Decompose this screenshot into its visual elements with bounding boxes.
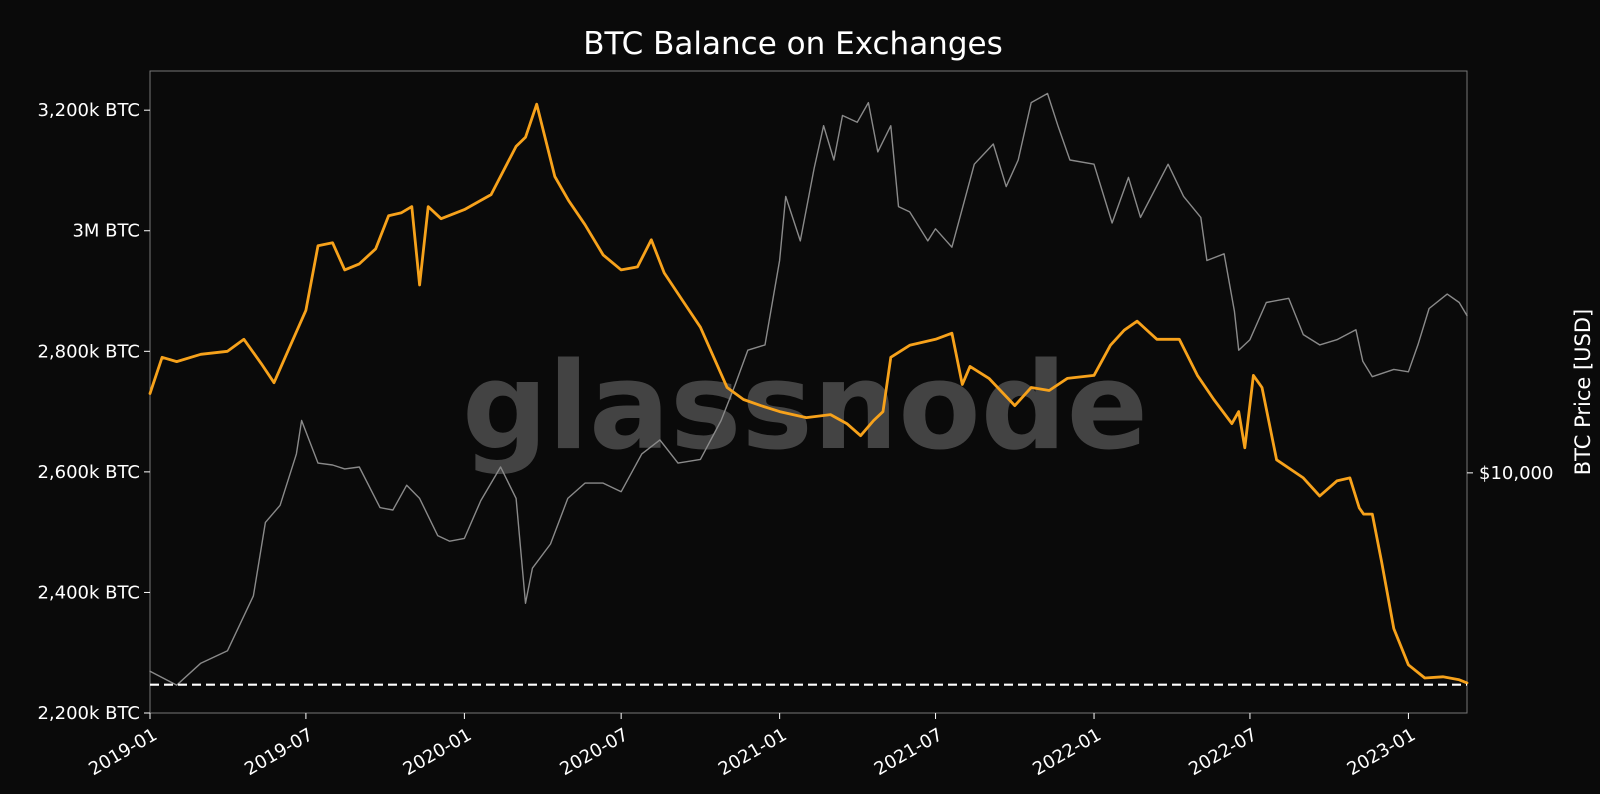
y-axis-right-label: BTC Price [USD]	[1571, 309, 1595, 476]
y-axis-right: $10,000	[1467, 463, 1553, 484]
y-right-tick-label: $10,000	[1479, 463, 1553, 484]
y-tick-label: 3,200k BTC	[37, 100, 140, 121]
y-tick-label: 2,200k BTC	[37, 703, 140, 724]
chart-title: BTC Balance on Exchanges	[583, 26, 1002, 62]
y-axis-left: 2,200k BTC 2,400k BTC 2,600k BTC 2,800k BTC…	[37, 100, 150, 724]
series-line-btc-price	[149, 92, 1468, 686]
y-tick-label: 2,800k BTC	[37, 341, 140, 362]
plot-marks	[148, 92, 1469, 686]
y-tick-label: 3M BTC	[72, 221, 140, 242]
series-line-exchange-balance	[148, 102, 1469, 685]
watermark: glassnode	[462, 338, 1148, 477]
y-tick-label: 2,400k BTC	[37, 582, 140, 603]
y-tick-label: 2,600k BTC	[37, 462, 140, 483]
